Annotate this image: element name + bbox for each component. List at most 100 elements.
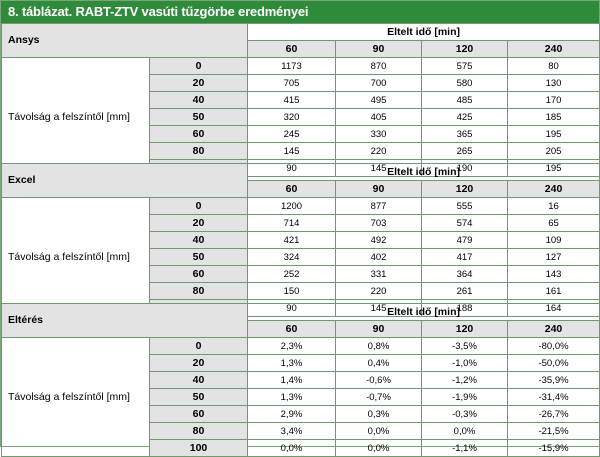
distance-value: 80 (148, 282, 249, 300)
cell-value: 492 (335, 231, 423, 249)
cell-value: 220 (335, 142, 423, 160)
cell-value: 80 (507, 57, 600, 75)
cell-value: 145 (247, 142, 337, 160)
cell-value: -21,5% (506, 422, 600, 440)
cell-value: -31,4% (506, 388, 600, 406)
cell-value: 127 (507, 248, 600, 266)
cell-value: 65 (507, 214, 600, 232)
distance-value: 60 (149, 405, 248, 423)
time-header-60: 60 (247, 40, 337, 58)
cell-value: 580 (421, 74, 509, 92)
distance-value: 40 (149, 371, 248, 389)
cell-value: -3,5% (421, 337, 508, 355)
cell-value: -80,0% (506, 337, 600, 355)
cell-value: 220 (335, 282, 423, 300)
cell-value: 143 (507, 265, 600, 283)
distance-value: 50 (149, 388, 248, 406)
time-header-60: 60 (247, 320, 336, 338)
cell-value: 205 (507, 142, 600, 160)
cell-value: 495 (335, 91, 423, 109)
time-header-row: 60 90 120 240 (2, 180, 600, 198)
distance-value: 40 (148, 231, 249, 249)
table-row: 20 1,3% 0,4% -1,0% -50,0% (2, 354, 600, 372)
cell-value: 575 (421, 57, 509, 75)
section-label: Excel (0, 163, 249, 198)
cell-value: -0,7% (335, 388, 422, 406)
distance-label: Távolság a felszíntől [mm] (1, 197, 150, 317)
time-header-90: 90 (335, 180, 423, 198)
cell-value: 185 (507, 108, 600, 126)
cell-value: -1,9% (421, 388, 508, 406)
cell-value: 555 (421, 197, 509, 215)
cell-value: 16 (507, 197, 600, 215)
cell-value: 705 (247, 74, 337, 92)
time-header-60: 60 (247, 180, 337, 198)
cell-value: -0,3% (421, 405, 508, 423)
cell-value: 700 (335, 74, 423, 92)
cell-value: 714 (247, 214, 337, 232)
cell-value: 265 (421, 142, 509, 160)
distance-value: 80 (149, 422, 248, 440)
cell-value: 0,8% (335, 337, 422, 355)
table-row: Távolság a felszíntől [mm] 0 1173 870 575 80 (1, 57, 600, 177)
cell-value: 3,4% (247, 422, 336, 440)
section-table-2: Eltérés Eltelt idő [min] 60 90 120 240 Távolsá… (1, 303, 600, 457)
cell-value: 161 (507, 282, 600, 300)
distance-value: 0 (148, 197, 249, 215)
distance-label: Távolság a felszíntől [mm] (1, 57, 150, 177)
section-table-0: Ansys Eltelt idő [min] 60 90 120 240 Távolság … (0, 23, 600, 177)
cell-value: 402 (335, 248, 423, 266)
cell-value: 421 (247, 231, 337, 249)
cell-value: 170 (507, 91, 600, 109)
cell-value: -26,7% (506, 405, 600, 423)
cell-value: 130 (507, 74, 600, 92)
section-label: Ansys (0, 23, 249, 58)
distance-value: 0 (148, 57, 249, 75)
cell-value: 0,0% (247, 439, 336, 457)
table-row: 80 145 220 265 205 (2, 142, 600, 160)
cell-value: -0,6% (335, 371, 422, 389)
time-header-120: 120 (421, 40, 509, 58)
cell-value: 877 (335, 197, 423, 215)
distance-value: 40 (148, 91, 249, 109)
cell-value: -1,1% (421, 439, 508, 457)
cell-value: 425 (421, 108, 509, 126)
cell-value: 2,3% (247, 337, 336, 355)
cell-value: 1,4% (247, 371, 336, 389)
table-row: 50 320 405 425 185 (2, 108, 600, 126)
cell-value: 0,0% (335, 422, 422, 440)
cell-value: 0,0% (335, 439, 422, 457)
header-row: Excel Eltelt idő [min] (0, 163, 600, 198)
distance-value: 20 (148, 214, 249, 232)
distance-value: 50 (148, 108, 249, 126)
cell-value: 1173 (247, 57, 337, 75)
cell-value: 320 (247, 108, 337, 126)
table-row: Távolság a felszíntől [mm] 0 2,3% 0,8% -3,5%… (1, 337, 600, 457)
cell-value: 574 (421, 214, 509, 232)
cell-value: -50,0% (506, 354, 600, 372)
cell-value: 365 (421, 125, 509, 143)
cell-value: 703 (335, 214, 423, 232)
distance-value: 0 (149, 337, 248, 355)
cell-value: 485 (421, 91, 509, 109)
cell-value: 195 (507, 125, 600, 143)
cell-value: -15,9% (506, 439, 600, 457)
section-label: Eltérés (1, 303, 248, 338)
cell-value: 1,3% (247, 388, 336, 406)
cell-value: 870 (335, 57, 423, 75)
cell-value: 415 (247, 91, 337, 109)
cell-value: 331 (335, 265, 423, 283)
time-header-120: 120 (421, 180, 509, 198)
time-header-240: 240 (506, 320, 600, 338)
cell-value: 2,9% (247, 405, 336, 423)
cell-value: 330 (335, 125, 423, 143)
time-header-row: 60 90 120 240 (2, 320, 600, 338)
time-header-240: 240 (507, 40, 600, 58)
cell-value: 245 (247, 125, 337, 143)
elapsed-time-header: Eltelt idő [min] (247, 163, 600, 181)
cell-value: -1,0% (421, 354, 508, 372)
cell-value: 0,4% (335, 354, 422, 372)
time-header-240: 240 (507, 180, 600, 198)
cell-value: 417 (421, 248, 509, 266)
